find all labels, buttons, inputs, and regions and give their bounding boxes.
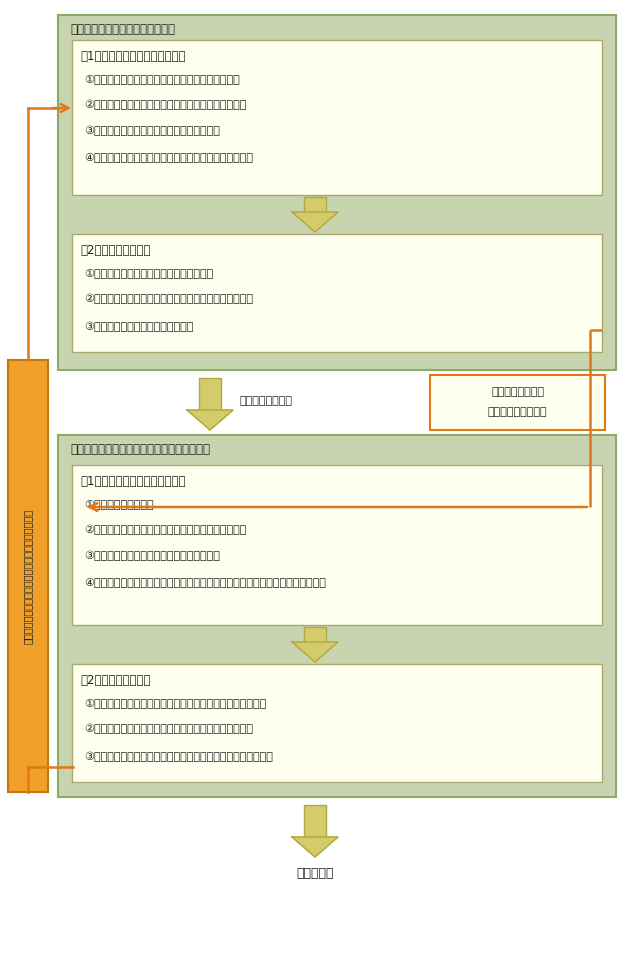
Bar bbox=[304, 627, 326, 642]
Polygon shape bbox=[292, 212, 338, 232]
Text: ②機械に労働者等が関わる作業における危険源の同定: ②機械に労働者等が関わる作業における危険源の同定 bbox=[84, 525, 246, 536]
Bar bbox=[72, 664, 602, 782]
Bar bbox=[199, 378, 221, 410]
Text: ③それぞれの危険源ごとのリスクの見積もり: ③それぞれの危険源ごとのリスクの見積もり bbox=[84, 126, 220, 136]
Bar bbox=[304, 197, 326, 212]
Text: 機械危険情報の提供: 機械危険情報の提供 bbox=[488, 407, 547, 417]
Text: 機械の譲渡、貸与: 機械の譲渡、貸与 bbox=[240, 396, 293, 406]
Text: 注文時の条件等の停止、使用後に得た知見等の伝達: 注文時の条件等の停止、使用後に得た知見等の伝達 bbox=[23, 509, 33, 643]
Text: ①本質的安全設計方策の実施（別表第２）: ①本質的安全設計方策の実施（別表第２） bbox=[84, 268, 213, 278]
Text: 使用上の情報及び: 使用上の情報及び bbox=[491, 387, 544, 397]
Text: ①本質的安全設計方策のうち可能なものの実施（別表第２）: ①本質的安全設計方策のうち可能なものの実施（別表第２） bbox=[84, 698, 266, 708]
Text: ④適切なリスクの低減が達成されているかどうかの検討: ④適切なリスクの低減が達成されているかどうかの検討 bbox=[84, 152, 253, 162]
Bar bbox=[58, 15, 616, 370]
Bar bbox=[72, 234, 602, 352]
Text: 機械を労働者に使用させる事業者の実施事項: 機械を労働者に使用させる事業者の実施事項 bbox=[70, 443, 210, 456]
Text: ③それぞれの危険源ごとのリスクの見積もり: ③それぞれの危険源ごとのリスクの見積もり bbox=[84, 551, 220, 562]
Text: ②機械に労働者等が関わる作業における危険源の同定: ②機械に労働者等が関わる作業における危険源の同定 bbox=[84, 100, 246, 110]
Bar bbox=[304, 805, 326, 837]
Text: ④適切なリスクの低減が達成されているかどうか及びリスク低減の優先度の検討: ④適切なリスクの低減が達成されているかどうか及びリスク低減の優先度の検討 bbox=[84, 577, 326, 587]
Text: （2）保護方策の実施: （2）保護方策の実施 bbox=[80, 244, 151, 257]
Text: ③作業手順の整備、労働者教育の実施、個人用保護具の使用等: ③作業手順の整備、労働者教育の実施、個人用保護具の使用等 bbox=[84, 752, 273, 762]
Text: ①使用上の制限等の機械の制限に関する仕様の指定: ①使用上の制限等の機械の制限に関する仕様の指定 bbox=[84, 74, 240, 84]
Text: ③使用上の情報の作成（別表第５）: ③使用上の情報の作成（別表第５） bbox=[84, 322, 193, 332]
Bar bbox=[72, 40, 602, 195]
Text: （2）保護方策の実施: （2）保護方策の実施 bbox=[80, 674, 151, 687]
Text: （1）リスクアセスメントの実施: （1）リスクアセスメントの実施 bbox=[80, 50, 185, 63]
Bar bbox=[8, 360, 48, 792]
Bar bbox=[430, 375, 605, 430]
Bar bbox=[58, 435, 616, 797]
Text: （1）リスクアセスメントの実施: （1）リスクアセスメントの実施 bbox=[80, 475, 185, 488]
Text: ②安全防護及び付加保護方策の実施（別表第３、第４）: ②安全防護及び付加保護方策の実施（別表第３、第４） bbox=[84, 294, 253, 304]
Polygon shape bbox=[292, 837, 338, 857]
Bar bbox=[72, 465, 602, 625]
Text: ②安全防護及び付加保護方策の実施（別表第３、第４）: ②安全防護及び付加保護方策の実施（別表第３、第４） bbox=[84, 724, 253, 734]
Polygon shape bbox=[187, 410, 233, 430]
Text: 機械の製造等を行う者の実施事項: 機械の製造等を行う者の実施事項 bbox=[70, 23, 175, 36]
Text: ①使用上の情報の確認: ①使用上の情報の確認 bbox=[84, 499, 154, 509]
Polygon shape bbox=[292, 642, 338, 662]
Text: 機械の使用: 機械の使用 bbox=[296, 867, 334, 880]
